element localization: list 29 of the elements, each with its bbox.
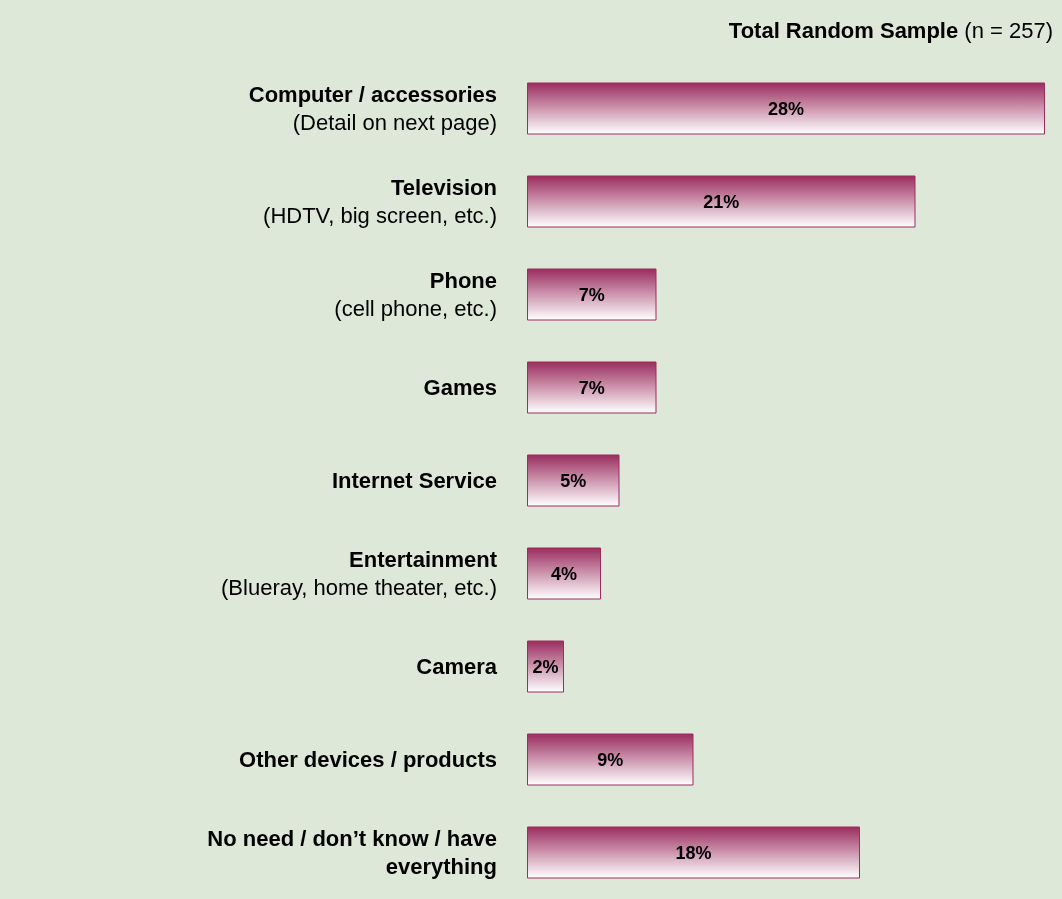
data-label: 28% xyxy=(767,98,805,119)
y-tick-label: Other devices / products xyxy=(239,747,497,772)
bar xyxy=(527,826,860,879)
data-label: 21% xyxy=(703,191,740,212)
y-tick-label: Entertainment (Blueray, home theater, etc.) xyxy=(221,547,498,600)
y-tick-label: Games xyxy=(423,375,497,400)
bar xyxy=(527,361,657,414)
bar xyxy=(527,82,1045,135)
bar xyxy=(527,547,601,600)
chart-subtitle: (n = 257) xyxy=(964,17,1054,43)
data-label: 9% xyxy=(597,749,624,770)
data-label: 4% xyxy=(550,563,578,584)
y-tick-label: Television (HDTV, big screen, etc.) xyxy=(263,175,497,228)
data-label: 7% xyxy=(578,377,605,398)
bar xyxy=(527,175,916,228)
bar xyxy=(527,268,657,321)
y-tick-label: Camera xyxy=(416,654,498,679)
bar xyxy=(527,733,694,786)
data-label: 2% xyxy=(532,656,559,677)
data-label: 18% xyxy=(675,842,712,863)
bar xyxy=(527,454,620,507)
y-tick-label: No need / don’t know / have everything xyxy=(207,826,497,879)
y-tick-label: Phone (cell phone, etc.) xyxy=(334,268,497,321)
chart-title: Total Random Sample xyxy=(728,17,959,43)
data-label: 7% xyxy=(578,284,605,305)
y-tick-label: Computer / accessories (Detail on next page) xyxy=(248,82,497,135)
data-label: 5% xyxy=(560,470,587,491)
y-tick-label: Internet Service xyxy=(331,468,497,493)
bar xyxy=(527,640,564,693)
